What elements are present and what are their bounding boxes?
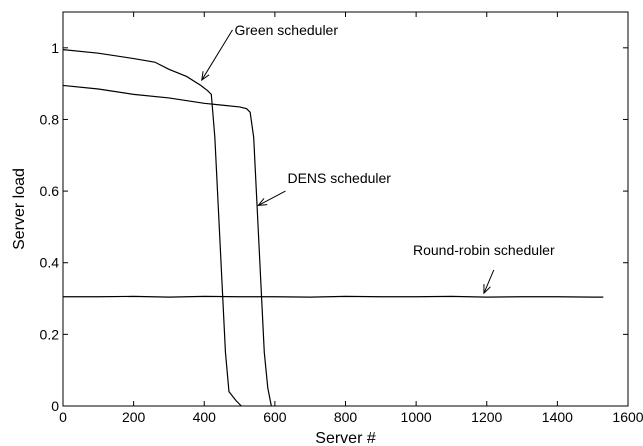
x-tick-label: 1600	[612, 409, 643, 425]
axis-ticks	[62, 12, 629, 407]
annotation-arrow-line	[483, 269, 495, 294]
series-line-1	[62, 49, 242, 407]
annotation-arrowhead	[257, 198, 268, 207]
x-tick-label: 800	[334, 409, 358, 425]
x-axis-label: Server #	[315, 430, 376, 446]
annotation-arrowhead	[483, 284, 491, 295]
y-tick-label: 1	[51, 40, 59, 56]
annotation-arrow-line	[258, 190, 286, 206]
y-tick-label: 0.8	[40, 111, 60, 127]
annotation-label: Round-robin scheduler	[413, 242, 555, 258]
y-tick-label: 0.4	[40, 255, 60, 271]
x-tick-label: 600	[263, 409, 287, 425]
series-line-3	[63, 295, 604, 298]
tick-labels: 0 200 400 600 800 1000 1200 1400 1600 0 0.2 0.4 0.6 0…	[40, 40, 643, 425]
plot-frame	[62, 11, 629, 407]
y-axis-label: Server load	[11, 168, 28, 250]
series-line-2	[62, 84, 272, 407]
y-tick-label: 0.6	[40, 183, 60, 199]
annotation-label: DENS scheduler	[287, 170, 391, 186]
annotation-arrowhead	[201, 71, 210, 82]
y-tick-label: 0.2	[40, 326, 60, 342]
x-tick-label: 0	[59, 409, 67, 425]
y-tick-label: 0	[51, 398, 59, 414]
annotation-label: Green scheduler	[235, 22, 339, 38]
annotation-arrow-line	[201, 29, 233, 81]
x-tick-label: 200	[122, 409, 146, 425]
x-tick-label: 1200	[471, 409, 502, 425]
x-tick-label: 1400	[542, 409, 573, 425]
x-tick-label: 400	[193, 409, 217, 425]
annotations: Green scheduler DENS scheduler Round-robin…	[201, 22, 555, 295]
plot-lines	[62, 49, 604, 407]
x-tick-label: 1000	[401, 409, 432, 425]
